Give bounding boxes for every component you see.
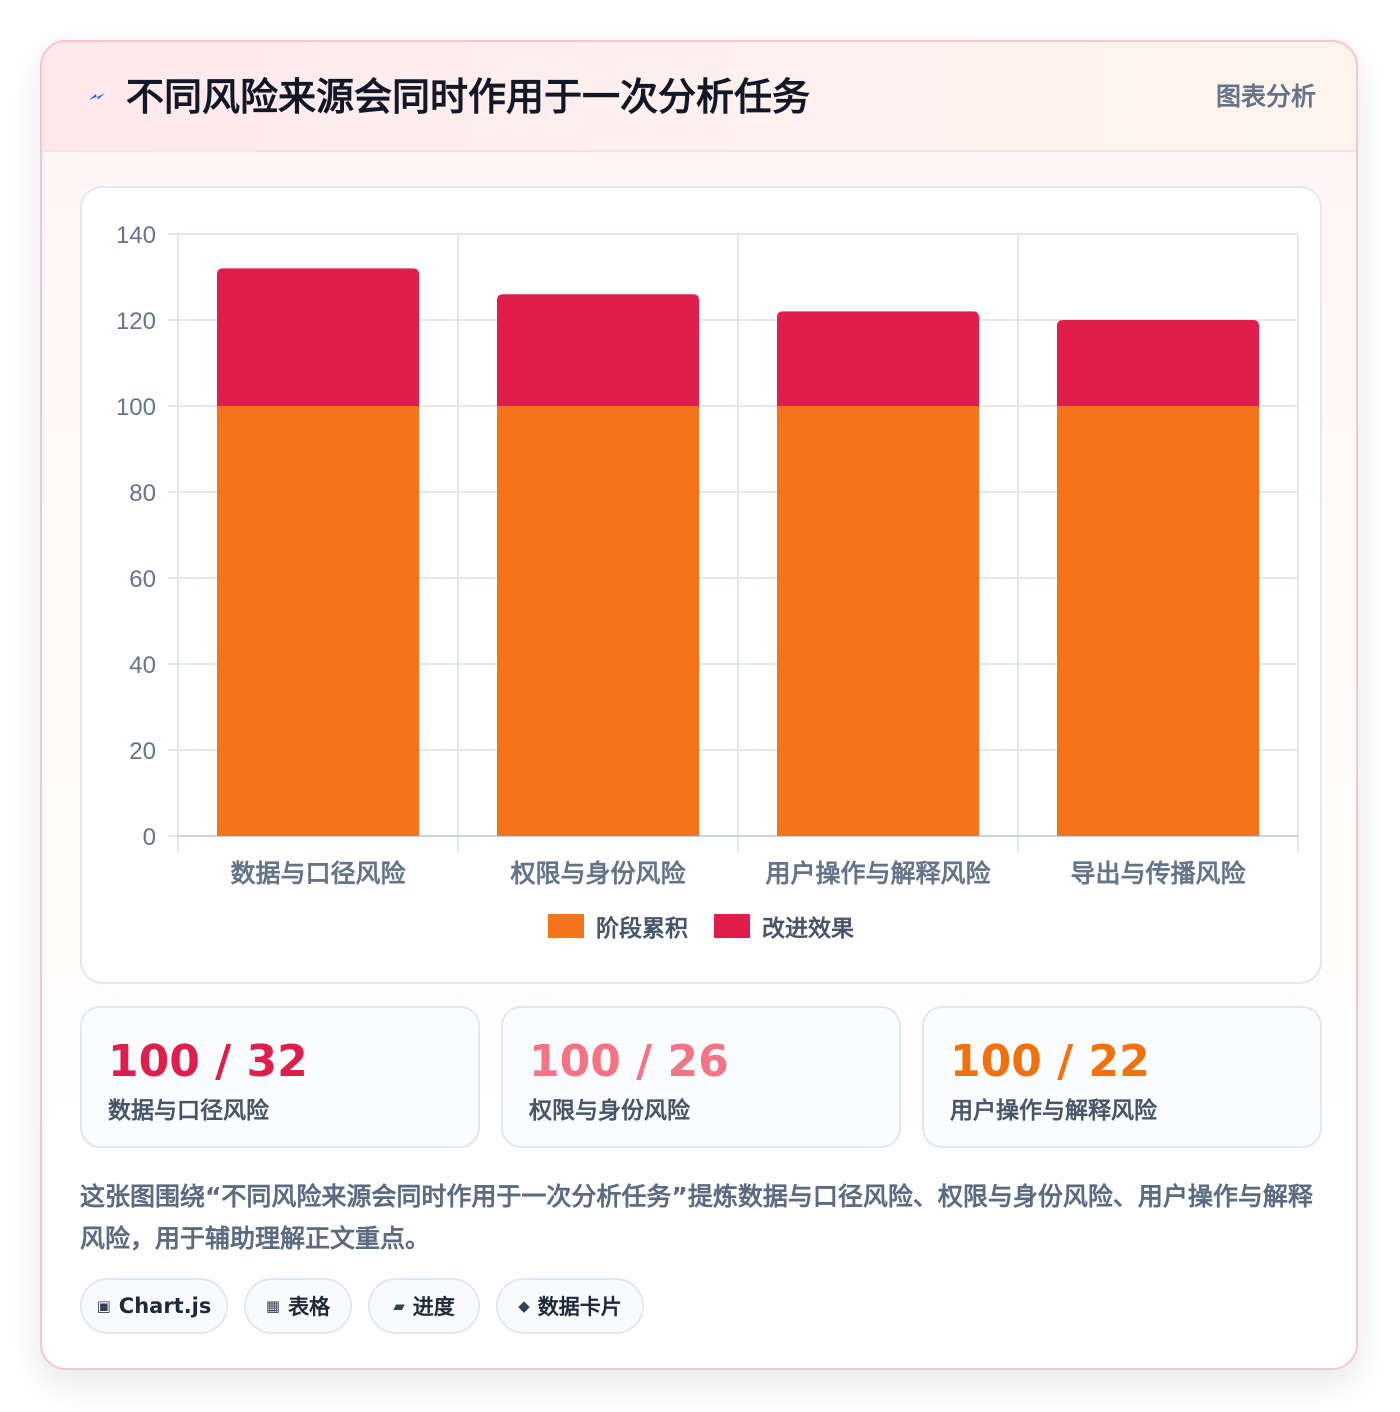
tag-label: 表格 (288, 1295, 331, 1319)
bar-segment (777, 311, 979, 406)
page-title: 不同风险来源会同时作用于一次分析任务 (126, 75, 811, 119)
chart-panel: 0 20 40 60 80 100 120 140 数据与口径风险 权限与身份风险 用户操作与解释风… (80, 186, 1322, 984)
bar-segment (497, 294, 699, 406)
legend-label: 改进效果 (762, 915, 854, 942)
table-icon: ▦ (265, 1297, 281, 1315)
bar-segment (217, 406, 419, 836)
legend-label: 阶段累积 (596, 915, 688, 942)
bar-segment (1057, 406, 1259, 836)
tag-data-card[interactable]: ◆ 数据卡片 (496, 1278, 644, 1334)
stat-cards: 100 / 32 数据与口径风险 100 / 26 权限与身份风险 100 / … (80, 1006, 1322, 1150)
stat-card: 100 / 26 权限与身份风险 (501, 1006, 901, 1148)
stat-value: 100 / 32 (108, 1036, 308, 1087)
y-tick-label: 120 (116, 308, 156, 335)
tag-table[interactable]: ▦ 表格 (244, 1278, 352, 1334)
diamond-icon: ◆ (518, 1297, 530, 1315)
chart-icon: ▣ (96, 1297, 111, 1315)
bar-segment (217, 268, 419, 406)
tag-chartjs[interactable]: ▣ Chart.js (80, 1278, 228, 1334)
stat-value: 100 / 22 (950, 1036, 1150, 1087)
header-tag: 图表分析 (1215, 82, 1316, 111)
stat-card: 100 / 22 用户操作与解释风险 (922, 1006, 1322, 1148)
stacked-bar-chart: 0 20 40 60 80 100 120 140 数据与口径风险 权限与身份风险 用户操作与解释风… (116, 222, 1299, 942)
bar-segment (777, 406, 979, 836)
y-tick-label: 140 (116, 222, 156, 249)
legend-swatch (548, 914, 584, 938)
card-header: 不同风险来源会同时作用于一次分析任务 图表分析 (42, 42, 1356, 152)
tag-label: 进度 (412, 1295, 455, 1319)
tag-progress[interactable]: ▰ 进度 (368, 1278, 480, 1334)
bar-segment (1057, 320, 1259, 406)
chart-card: 不同风险来源会同时作用于一次分析任务 图表分析 0 20 40 60 80 100 120 1… (40, 40, 1358, 1370)
y-tick-label: 40 (129, 652, 156, 679)
y-tick-label: 80 (129, 480, 156, 507)
stat-label: 权限与身份风险 (529, 1098, 690, 1124)
x-tick-label: 导出与传播风险 (1070, 859, 1246, 888)
tag-list: ▣ Chart.js ▦ 表格 ▰ 进度 ◆ 数据卡片 (80, 1278, 1322, 1336)
y-tick-label: 20 (129, 738, 156, 765)
tag-label: Chart.js (118, 1294, 212, 1318)
y-tick-label: 60 (129, 566, 156, 593)
y-tick-label: 0 (143, 824, 156, 851)
stat-label: 用户操作与解释风险 (950, 1098, 1157, 1124)
progress-icon: ▰ (393, 1297, 405, 1315)
x-tick-label: 权限与身份风险 (509, 859, 686, 888)
stat-label: 数据与口径风险 (108, 1098, 269, 1124)
stat-card: 100 / 32 数据与口径风险 (80, 1006, 480, 1148)
x-tick-label: 数据与口径风险 (230, 859, 406, 888)
tag-label: 数据卡片 (537, 1295, 622, 1319)
stat-value: 100 / 26 (529, 1036, 729, 1087)
chart-description: 这张图围绕“不同风险来源会同时作用于一次分析任务”提炼数据与口径风险、权限与身份… (80, 1182, 1313, 1253)
y-tick-label: 100 (116, 394, 156, 421)
lightning-icon (89, 93, 105, 100)
bar-segment (497, 406, 699, 836)
x-tick-label: 用户操作与解释风险 (765, 859, 991, 888)
legend-swatch (714, 914, 750, 938)
